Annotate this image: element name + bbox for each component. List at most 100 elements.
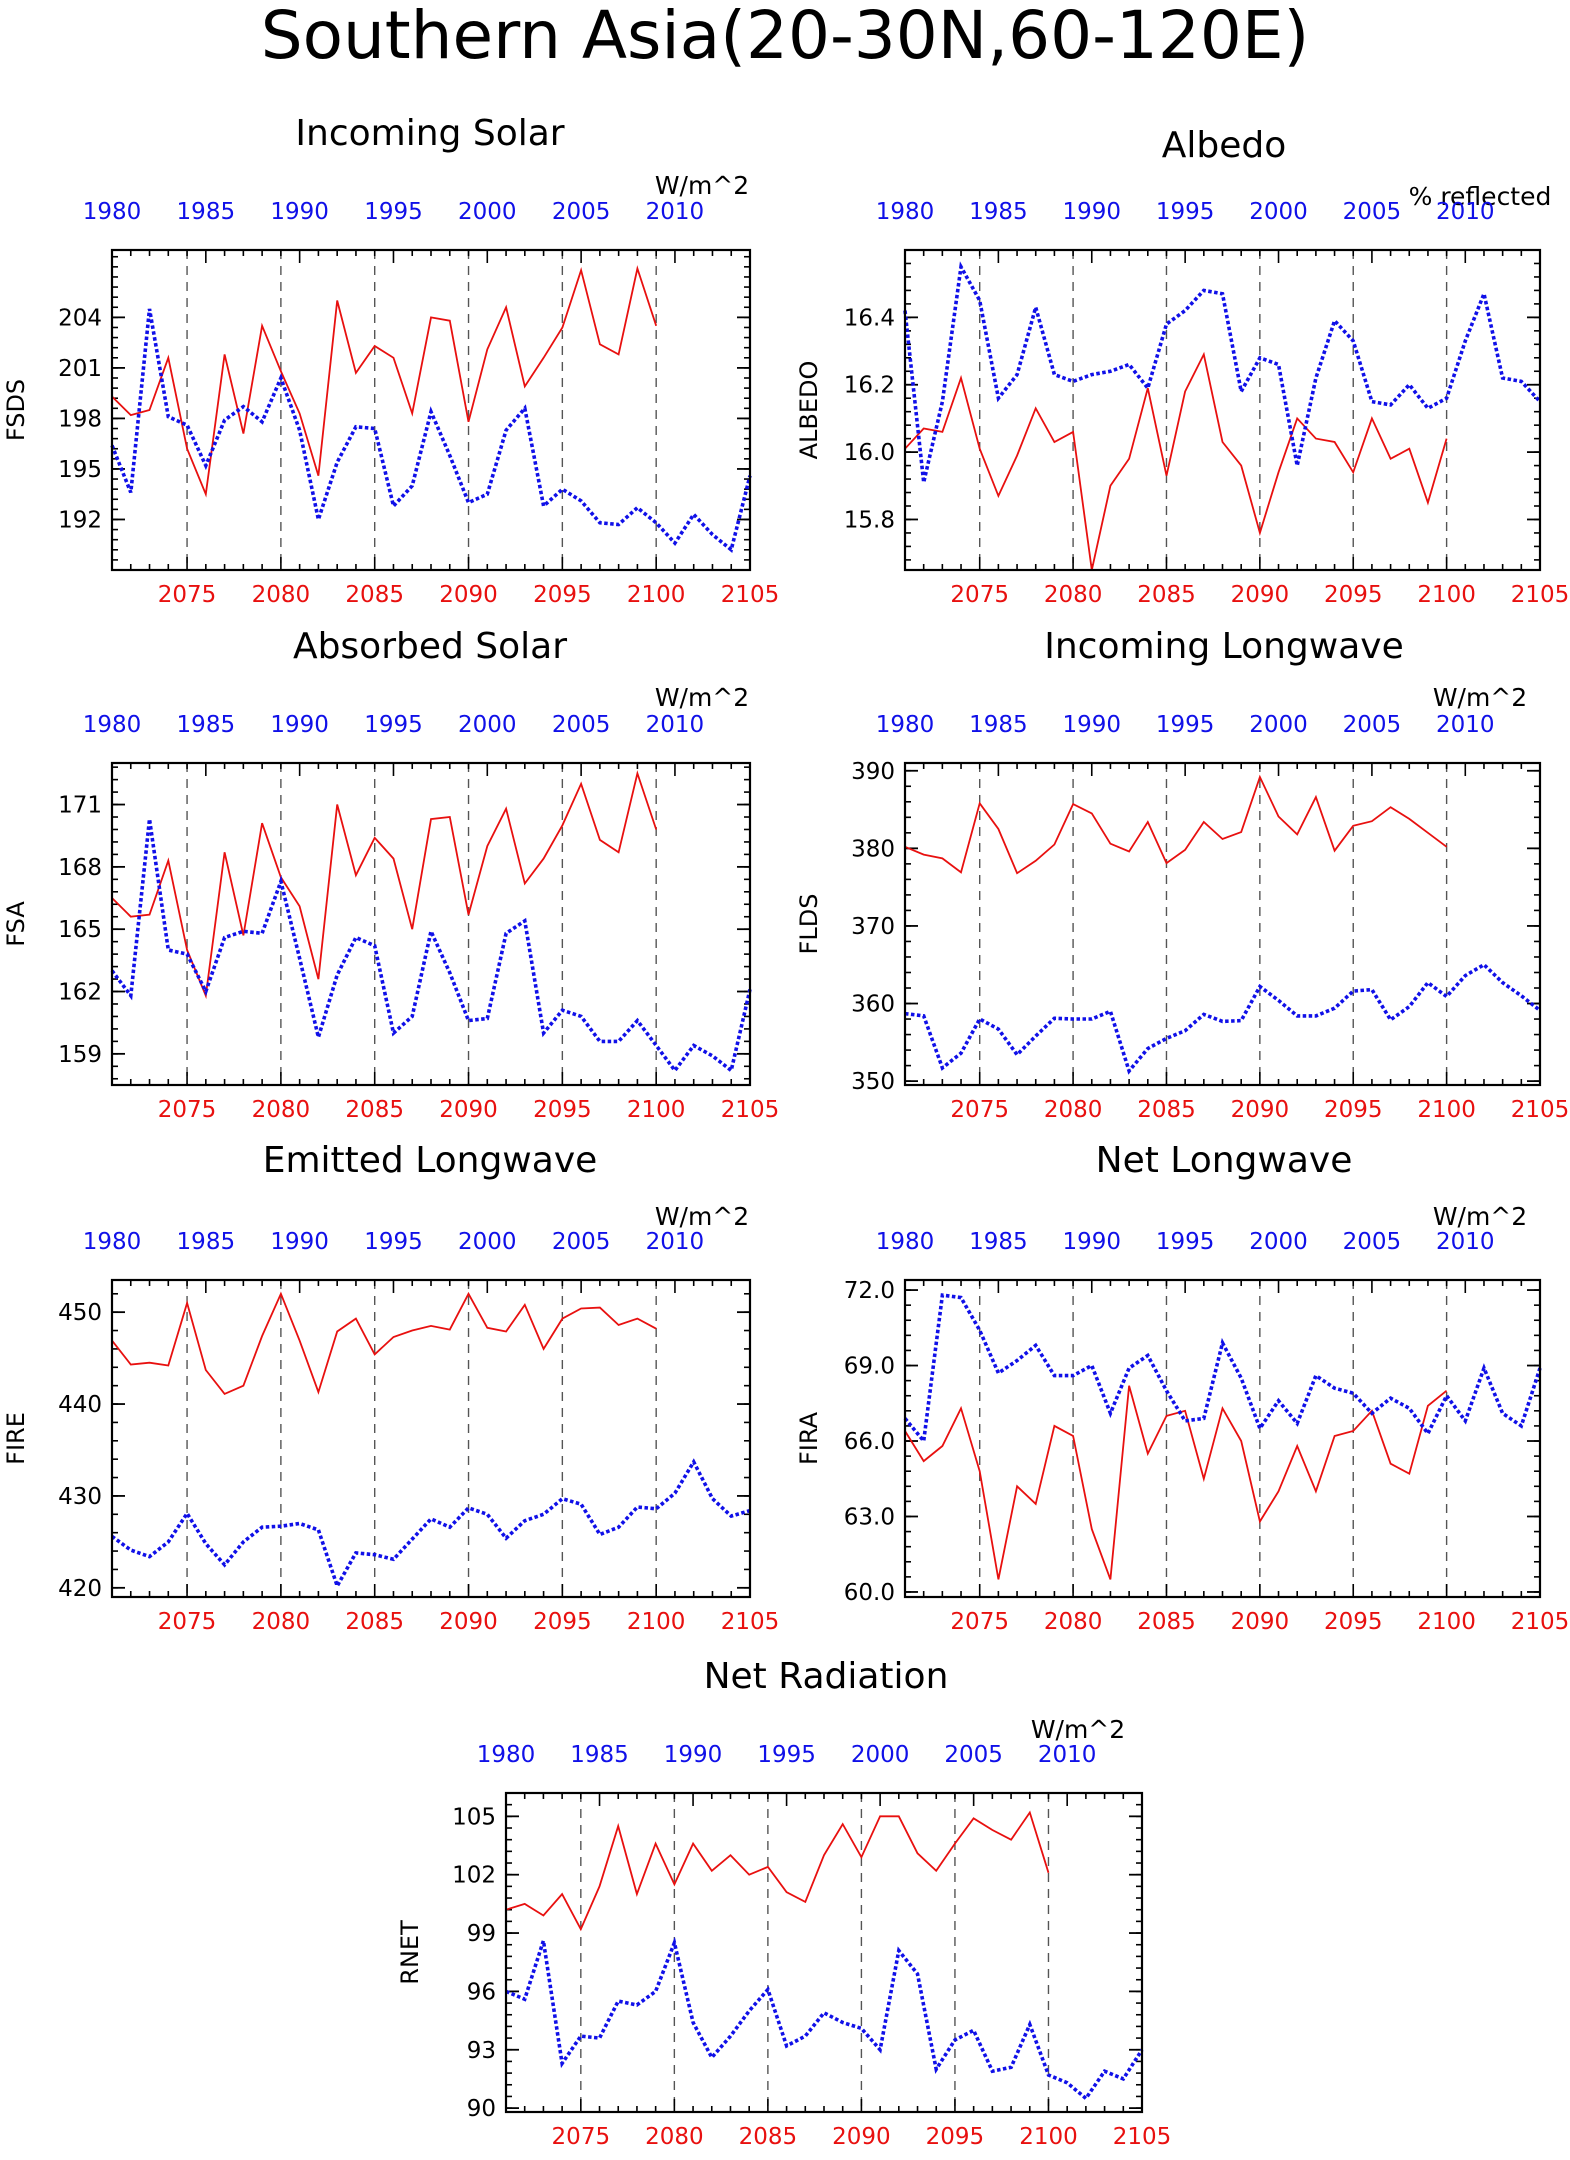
x-bottom-tick-label: 2085 bbox=[1137, 1097, 1196, 1123]
x-top-tick-label: 2010 bbox=[646, 712, 705, 738]
x-top-tick-label: 2000 bbox=[458, 1229, 517, 1255]
y-tick-label: 450 bbox=[58, 1300, 102, 1326]
series-line-historical bbox=[110, 308, 752, 553]
x-bottom-tick-label: 2100 bbox=[1019, 2124, 1078, 2150]
y-tick-label: 440 bbox=[58, 1392, 102, 1418]
x-bottom-tick-label: 2090 bbox=[439, 1097, 498, 1123]
y-tick-label: 102 bbox=[452, 1863, 496, 1889]
units-label: W/m^2 bbox=[655, 1202, 749, 1231]
series-line-future bbox=[904, 774, 1448, 875]
y-axis-label: FSA bbox=[2, 901, 30, 947]
x-top-tick-label: 1990 bbox=[1062, 712, 1121, 738]
x-bottom-tick-label: 2080 bbox=[1044, 1609, 1103, 1635]
x-bottom-tick-label: 2100 bbox=[627, 1609, 686, 1635]
x-bottom-tick-label: 2095 bbox=[533, 582, 592, 608]
y-tick-label: 90 bbox=[467, 2096, 496, 2122]
x-bottom-tick-label: 2085 bbox=[345, 1609, 404, 1635]
plot-frame bbox=[903, 761, 1542, 1087]
x-bottom-tick-label: 2105 bbox=[721, 1609, 780, 1635]
x-top-tick-label: 2000 bbox=[1249, 199, 1308, 225]
series-line-future bbox=[505, 1810, 1050, 1932]
x-bottom-tick-label: 2095 bbox=[1324, 582, 1383, 608]
y-tick-label: 360 bbox=[851, 992, 895, 1018]
x-top-tick-label: 1995 bbox=[364, 1229, 423, 1255]
y-tick-label: 198 bbox=[58, 406, 102, 432]
x-bottom-tick-label: 2105 bbox=[721, 1097, 780, 1123]
y-tick-label: 105 bbox=[452, 1804, 496, 1830]
panel-title: Net Radiation bbox=[704, 1656, 949, 1697]
y-axis-label: FIRE bbox=[2, 1412, 30, 1465]
x-bottom-tick-label: 2075 bbox=[950, 582, 1009, 608]
panel-incoming-longwave: Incoming Longwave W/m^2 FLDS 350 360 370 380 39… bbox=[795, 626, 1569, 1123]
x-top-tick-label: 2000 bbox=[1249, 712, 1308, 738]
panel-title: Incoming Longwave bbox=[1044, 626, 1404, 667]
x-top-tick-label: 2010 bbox=[1038, 1742, 1097, 1768]
plot-frame bbox=[504, 1791, 1144, 2114]
y-tick-label: 390 bbox=[851, 759, 895, 785]
x-bottom-tick-label: 2090 bbox=[1231, 1609, 1290, 1635]
x-top-tick-label: 2010 bbox=[1436, 712, 1495, 738]
y-tick-label: 370 bbox=[851, 914, 895, 940]
x-bottom-tick-label: 2095 bbox=[1324, 1609, 1383, 1635]
series-line-historical bbox=[903, 261, 1542, 483]
series-line-future bbox=[111, 265, 658, 498]
x-bottom-tick-label: 2100 bbox=[627, 582, 686, 608]
x-top-tick-label: 1990 bbox=[270, 712, 329, 738]
units-label: W/m^2 bbox=[655, 683, 749, 712]
y-tick-label: 16.0 bbox=[844, 440, 895, 466]
series-line-future bbox=[904, 1385, 1448, 1580]
units-label: % reflected bbox=[1409, 182, 1552, 211]
x-top-tick-label: 1985 bbox=[969, 199, 1028, 225]
series-line-future bbox=[111, 1291, 657, 1396]
x-bottom-tick-label: 2080 bbox=[1044, 582, 1103, 608]
x-bottom-tick-label: 2095 bbox=[533, 1609, 592, 1635]
y-tick-label: 168 bbox=[58, 855, 102, 881]
x-top-tick-label: 2010 bbox=[646, 1229, 705, 1255]
units-label: W/m^2 bbox=[1433, 683, 1527, 712]
panel-net-longwave: Net Longwave W/m^2 FIRA 60.0 63.0 66.0 69.0 72.… bbox=[795, 1140, 1569, 1635]
y-tick-label: 66.0 bbox=[844, 1429, 895, 1455]
x-top-tick-label: 2000 bbox=[1249, 1229, 1308, 1255]
y-tick-label: 159 bbox=[58, 1042, 102, 1068]
y-tick-label: 430 bbox=[58, 1484, 102, 1510]
y-tick-label: 96 bbox=[467, 1979, 496, 2005]
x-top-tick-label: 2000 bbox=[458, 199, 517, 225]
x-bottom-tick-label: 2080 bbox=[252, 582, 311, 608]
plot-frame bbox=[110, 248, 752, 572]
x-top-tick-label: 1985 bbox=[969, 1229, 1028, 1255]
panel-title: Emitted Longwave bbox=[263, 1140, 598, 1181]
x-top-tick-label: 1990 bbox=[1062, 1229, 1121, 1255]
x-bottom-tick-label: 2090 bbox=[1231, 1097, 1290, 1123]
series-line-historical bbox=[903, 1293, 1542, 1446]
x-top-tick-label: 1995 bbox=[757, 1742, 816, 1768]
panel-incoming-solar: Incoming Solar W/m^2 FSDS 192 195 198 201 204 20… bbox=[2, 113, 779, 608]
series-line-historical bbox=[110, 818, 752, 1074]
panel-title: Incoming Solar bbox=[295, 113, 564, 154]
x-top-tick-label: 1990 bbox=[664, 1742, 723, 1768]
x-bottom-tick-label: 2095 bbox=[533, 1097, 592, 1123]
x-bottom-tick-label: 2105 bbox=[1511, 582, 1570, 608]
x-top-tick-label: 1980 bbox=[83, 199, 142, 225]
x-bottom-tick-label: 2075 bbox=[158, 582, 217, 608]
x-bottom-tick-label: 2075 bbox=[158, 1609, 217, 1635]
x-top-tick-label: 2005 bbox=[552, 712, 611, 738]
panel-net-radiation: Net Radiation W/m^2 RNET 90 93 96 99 102 105 2075… bbox=[396, 1656, 1171, 2150]
y-tick-label: 165 bbox=[58, 917, 102, 943]
x-bottom-tick-label: 2085 bbox=[1137, 582, 1196, 608]
y-tick-label: 171 bbox=[58, 793, 102, 819]
plot-frame bbox=[903, 248, 1542, 572]
figure-title: Southern Asia(20-30N,60-120E) bbox=[261, 0, 1310, 74]
plot-frame bbox=[110, 1278, 752, 1599]
panel-title: Absorbed Solar bbox=[293, 626, 567, 667]
x-bottom-tick-label: 2090 bbox=[439, 582, 498, 608]
x-bottom-tick-label: 2075 bbox=[552, 2124, 611, 2150]
series-line-historical bbox=[904, 962, 1542, 1075]
x-top-tick-label: 2000 bbox=[851, 1742, 910, 1768]
x-top-tick-label: 1990 bbox=[1062, 199, 1121, 225]
x-bottom-tick-label: 2090 bbox=[439, 1609, 498, 1635]
y-tick-label: 60.0 bbox=[844, 1580, 895, 1606]
y-tick-label: 162 bbox=[58, 980, 102, 1006]
x-top-tick-label: 1995 bbox=[1156, 199, 1215, 225]
x-bottom-tick-label: 2105 bbox=[721, 582, 780, 608]
